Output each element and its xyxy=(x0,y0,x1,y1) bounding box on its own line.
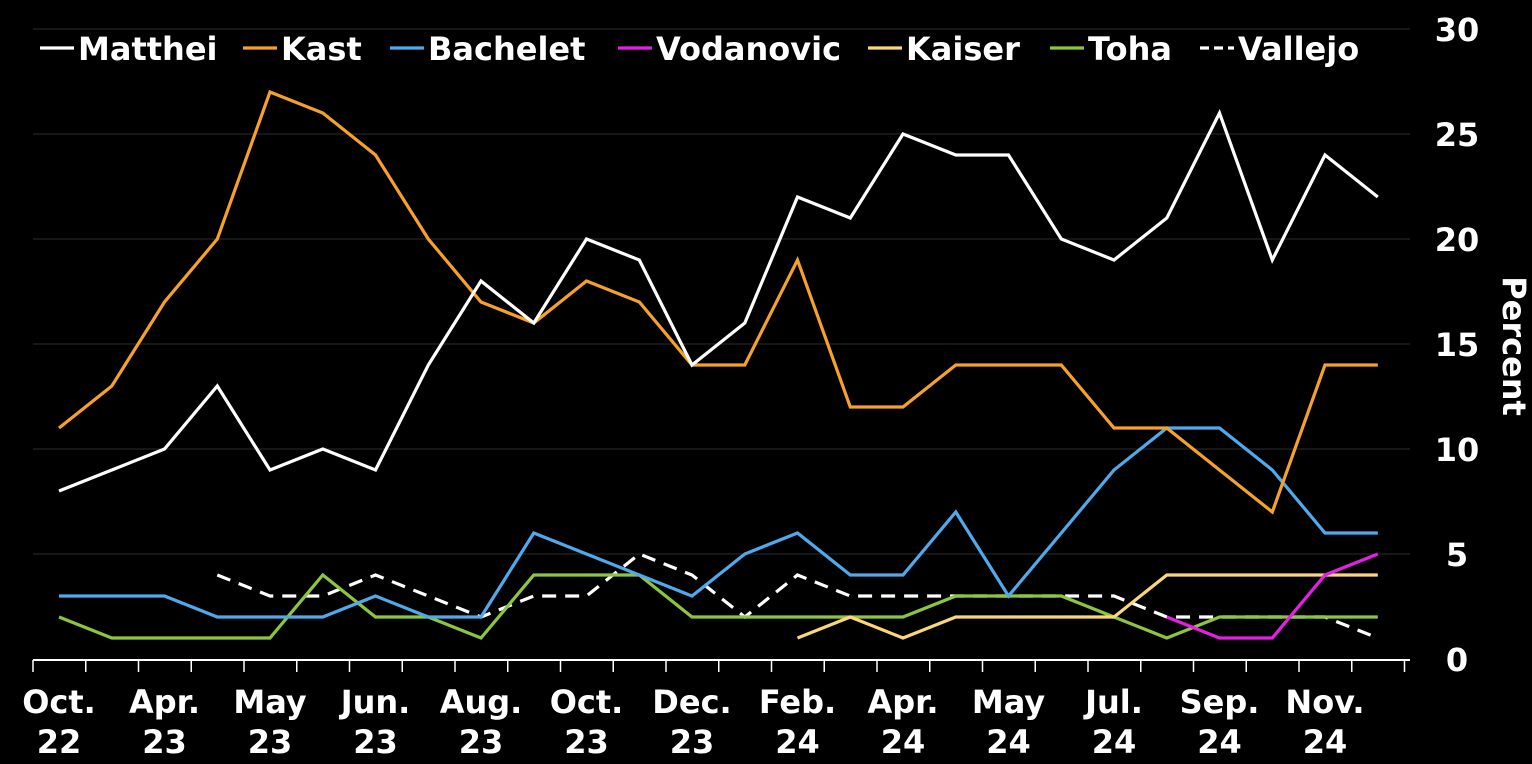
y-axis: 0 5 10 15 20 25 30 xyxy=(1435,11,1480,679)
y-tick-label: 15 xyxy=(1435,326,1480,364)
y-tick-label: 30 xyxy=(1435,11,1480,49)
y-axis-label: Percent xyxy=(1495,276,1532,416)
x-tick-label: Dec. 23 xyxy=(652,683,731,761)
legend-item-matthei: Matthei xyxy=(40,30,217,68)
legend-item-vallejo: Vallejo xyxy=(1200,30,1359,68)
legend-item-bachelet: Bachelet xyxy=(390,30,585,68)
legend-item-kaiser: Kaiser xyxy=(868,30,1020,68)
legend-label: Matthei xyxy=(78,30,217,68)
legend-label: Vallejo xyxy=(1238,30,1359,68)
legend: Matthei Kast Bachelet Vodanovic Kaiser Toha Va… xyxy=(40,30,1359,68)
series-line-bachelet xyxy=(59,426,1378,619)
x-tick-label: Apr. 24 xyxy=(867,683,938,761)
gridlines xyxy=(33,28,1410,555)
legend-item-vodanovic: Vodanovic xyxy=(618,30,841,68)
y-tick-label: 5 xyxy=(1446,536,1468,574)
x-tick-label: May 23 xyxy=(233,683,306,761)
series-line-matthei xyxy=(58,108,1379,493)
x-tick-label: Nov. 24 xyxy=(1285,683,1364,761)
series-line-toha xyxy=(58,572,1378,640)
x-tick-label: Oct. 22 xyxy=(22,683,96,761)
legend-label: Vodanovic xyxy=(656,30,841,68)
y-tick-label: 20 xyxy=(1435,221,1480,259)
legend-label: Bachelet xyxy=(428,30,585,68)
legend-label: Kast xyxy=(281,30,362,68)
x-tick-label: Apr. 23 xyxy=(129,683,200,761)
x-tick-label: Jun. 23 xyxy=(339,683,411,761)
y-tick-label: 10 xyxy=(1435,431,1480,469)
series-line-kaiser xyxy=(796,573,1378,640)
y-tick-label: 0 xyxy=(1446,641,1468,679)
x-tick-label: Feb. 24 xyxy=(759,683,836,761)
series-line-vallejo xyxy=(216,552,1379,640)
x-tick-label: Sep. 24 xyxy=(1180,683,1260,761)
legend-label: Toha xyxy=(1088,30,1172,68)
x-tick-label: May 24 xyxy=(972,683,1045,761)
y-tick-label: 25 xyxy=(1435,116,1480,154)
x-tick-label: Aug. 23 xyxy=(440,683,523,761)
series-line-vodanovic xyxy=(1166,552,1379,640)
x-tick-label: Oct. 23 xyxy=(550,683,624,761)
x-axis: Oct. 22 Apr. 23 May 23 Jun. 23 Aug. 23 Oct. 23 Dec. 2… xyxy=(22,659,1410,761)
series-lines xyxy=(58,89,1379,640)
legend-label: Kaiser xyxy=(906,30,1020,68)
legend-item-toha: Toha xyxy=(1050,30,1172,68)
legend-item-kast: Kast xyxy=(243,30,362,68)
x-tick-label: Jul. 24 xyxy=(1083,683,1143,761)
series-line-kast xyxy=(58,89,1378,515)
